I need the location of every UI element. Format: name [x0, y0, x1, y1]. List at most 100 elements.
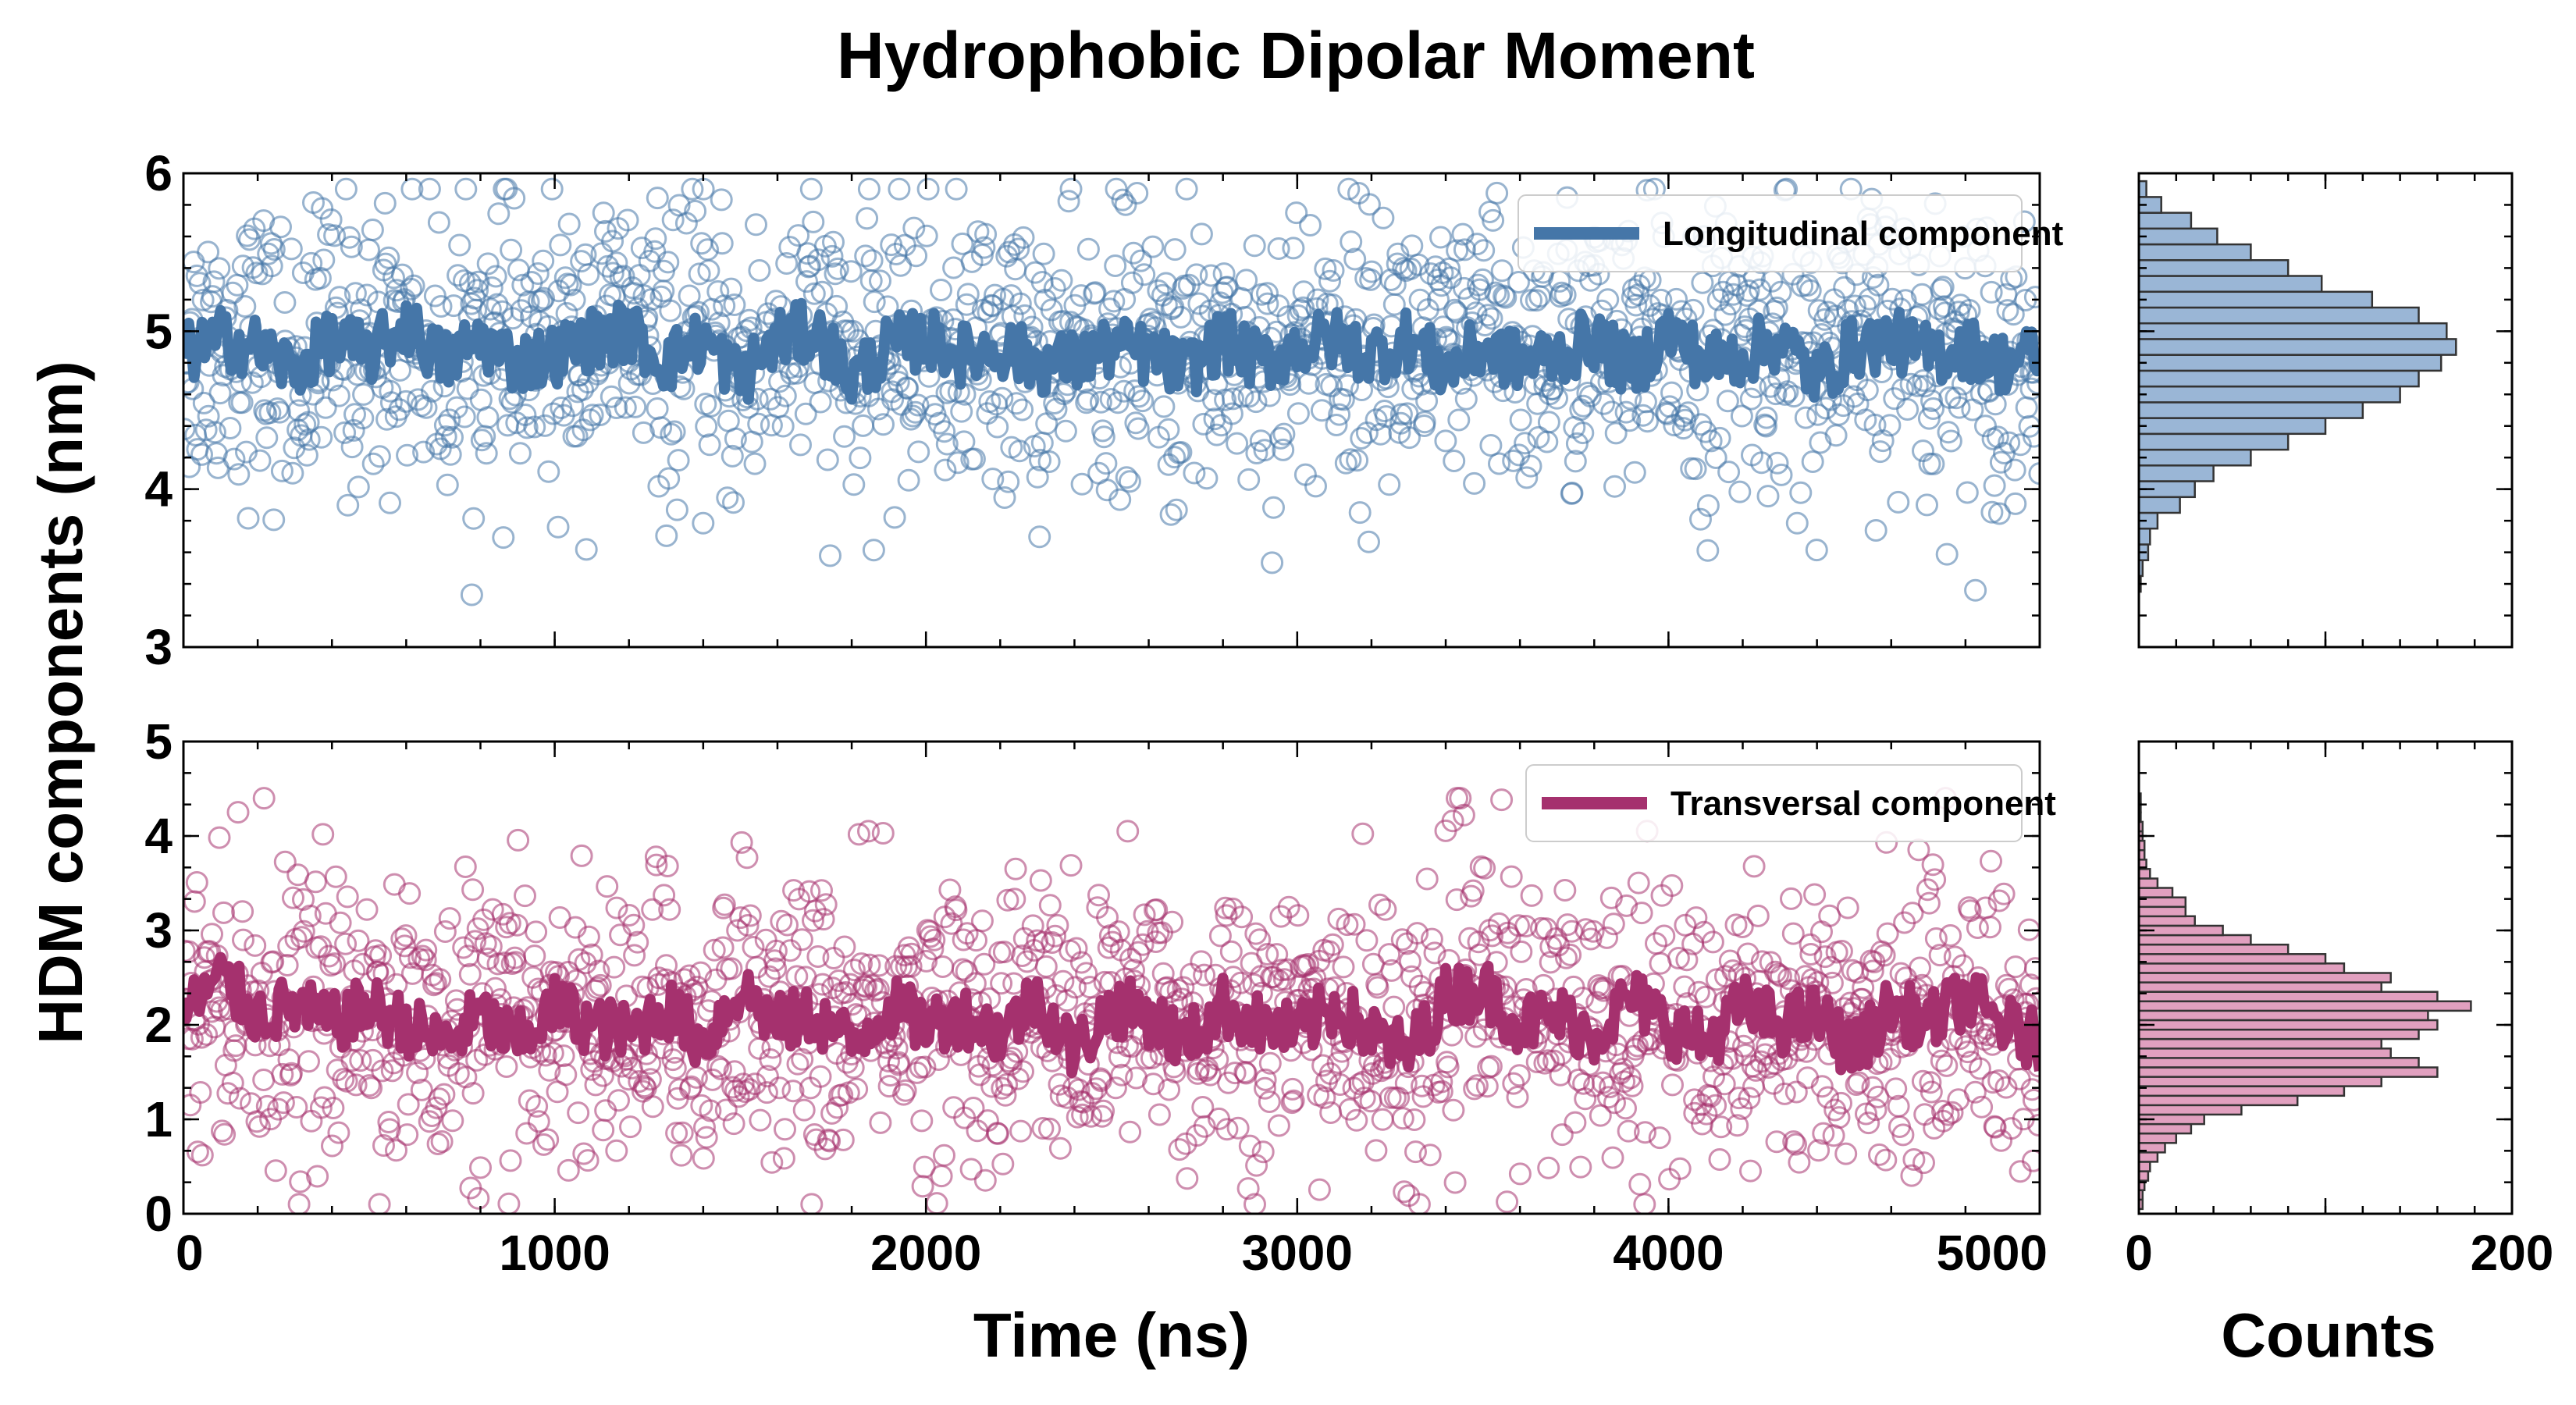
scatter-point [713, 893, 736, 916]
scatter-point [247, 1115, 271, 1138]
scatter-point [434, 425, 457, 448]
scatter-point [470, 429, 493, 452]
scatter-point [1677, 401, 1700, 425]
scatter-point [1869, 440, 1892, 464]
scatter-point [756, 1065, 779, 1088]
scatter-point [1044, 924, 1067, 948]
scatter-point [1034, 955, 1058, 978]
histogram-bar [2137, 943, 2290, 955]
scatter-point [538, 1058, 561, 1082]
scatter-point [1565, 432, 1589, 455]
scatter-point [1394, 1072, 1418, 1095]
scatter-point [282, 886, 304, 909]
scatter-point [1601, 1146, 1624, 1169]
scatter-point [787, 224, 810, 247]
scatter-point [402, 274, 425, 297]
scatter-point [726, 919, 749, 942]
scatter-point [698, 433, 721, 457]
scatter-point [938, 878, 962, 902]
scatter-point [644, 227, 667, 251]
scatter-point [1190, 950, 1213, 973]
scatter-point [1070, 472, 1094, 496]
scatter-point [1618, 409, 1642, 432]
scatter-point [476, 406, 500, 429]
x-tick-label: 5000 [1937, 1225, 2048, 1281]
scatter-point [1157, 418, 1180, 441]
scatter-point [1520, 884, 1543, 907]
scatter-point [988, 941, 1012, 964]
scatter-point [775, 252, 799, 275]
scatter-point [825, 294, 849, 318]
scatter-point [990, 972, 1013, 995]
scatter-point [306, 1165, 329, 1188]
scatter-point [605, 251, 628, 275]
scatter-point [523, 415, 546, 439]
scatter-point [628, 1070, 651, 1093]
scatter-point [887, 1051, 910, 1074]
scatter-point [930, 1165, 953, 1188]
scatter-point [1297, 953, 1320, 976]
scatter-point [433, 920, 457, 943]
scatter-point [693, 1115, 716, 1139]
scatter-point [1393, 1180, 1416, 1204]
scatter-point [244, 934, 267, 957]
scatter-point [1998, 431, 2021, 454]
scatter-point [1404, 1140, 1427, 1164]
scatter-point [1214, 388, 1237, 411]
scatter-point [703, 938, 726, 962]
scatter-point [1876, 922, 1899, 945]
scatter-point [934, 458, 957, 482]
scatter-point [1463, 1077, 1486, 1101]
scatter-point [262, 950, 285, 973]
scatter-point [601, 229, 624, 253]
scatter-point [933, 1144, 955, 1167]
scatter-point [1029, 448, 1051, 471]
scatter-point [1326, 1051, 1350, 1074]
scatter-point [1507, 443, 1531, 467]
scatter-point [1057, 190, 1080, 213]
scatter-point [414, 948, 437, 972]
scatter-point [655, 524, 678, 547]
scatter-point [264, 1159, 287, 1183]
scatter-point [730, 831, 753, 854]
scatter-point [436, 473, 459, 496]
scatter-point [894, 1079, 917, 1102]
scatter-point [393, 934, 416, 958]
scatter-point [1810, 920, 1833, 944]
scatter-point [1553, 283, 1577, 307]
scatter-point [309, 1096, 333, 1119]
scatter-point [1989, 450, 2012, 474]
scatter-point [1481, 924, 1504, 948]
scatter-point [1716, 389, 1739, 413]
scatter-point [1736, 942, 1759, 966]
scatter-point [466, 279, 489, 302]
scatter-point [1110, 1063, 1133, 1087]
scatter-point [781, 1080, 805, 1103]
scatter-point [1009, 292, 1032, 315]
scatter-point [927, 1048, 950, 1071]
scatter-point [1928, 944, 1952, 967]
scatter-point [667, 449, 690, 472]
scatter-point [624, 395, 647, 418]
histogram-bar [2137, 496, 2181, 514]
histogram-bar [2137, 432, 2290, 451]
scatter-point [973, 952, 996, 976]
scatter-point [1777, 967, 1801, 991]
scatter-point [1282, 237, 1305, 260]
scatter-point [1230, 905, 1254, 929]
scatter-point [1280, 1091, 1304, 1115]
scatter-point [1636, 410, 1659, 433]
histogram-bar [2137, 1076, 2382, 1087]
scatter-point [268, 400, 291, 424]
scatter-point [1496, 1190, 1519, 1214]
scatter-point [646, 397, 669, 420]
histogram-bar [2137, 306, 2420, 325]
scatter-point [2015, 396, 2038, 419]
scatter-point [570, 250, 593, 273]
scatter-point [333, 421, 357, 444]
scatter-point [770, 909, 793, 933]
scatter-point [2019, 973, 2040, 997]
scatter-point [1560, 482, 1584, 505]
scatter-point [1340, 230, 1363, 254]
scatter-point [1440, 1023, 1464, 1047]
